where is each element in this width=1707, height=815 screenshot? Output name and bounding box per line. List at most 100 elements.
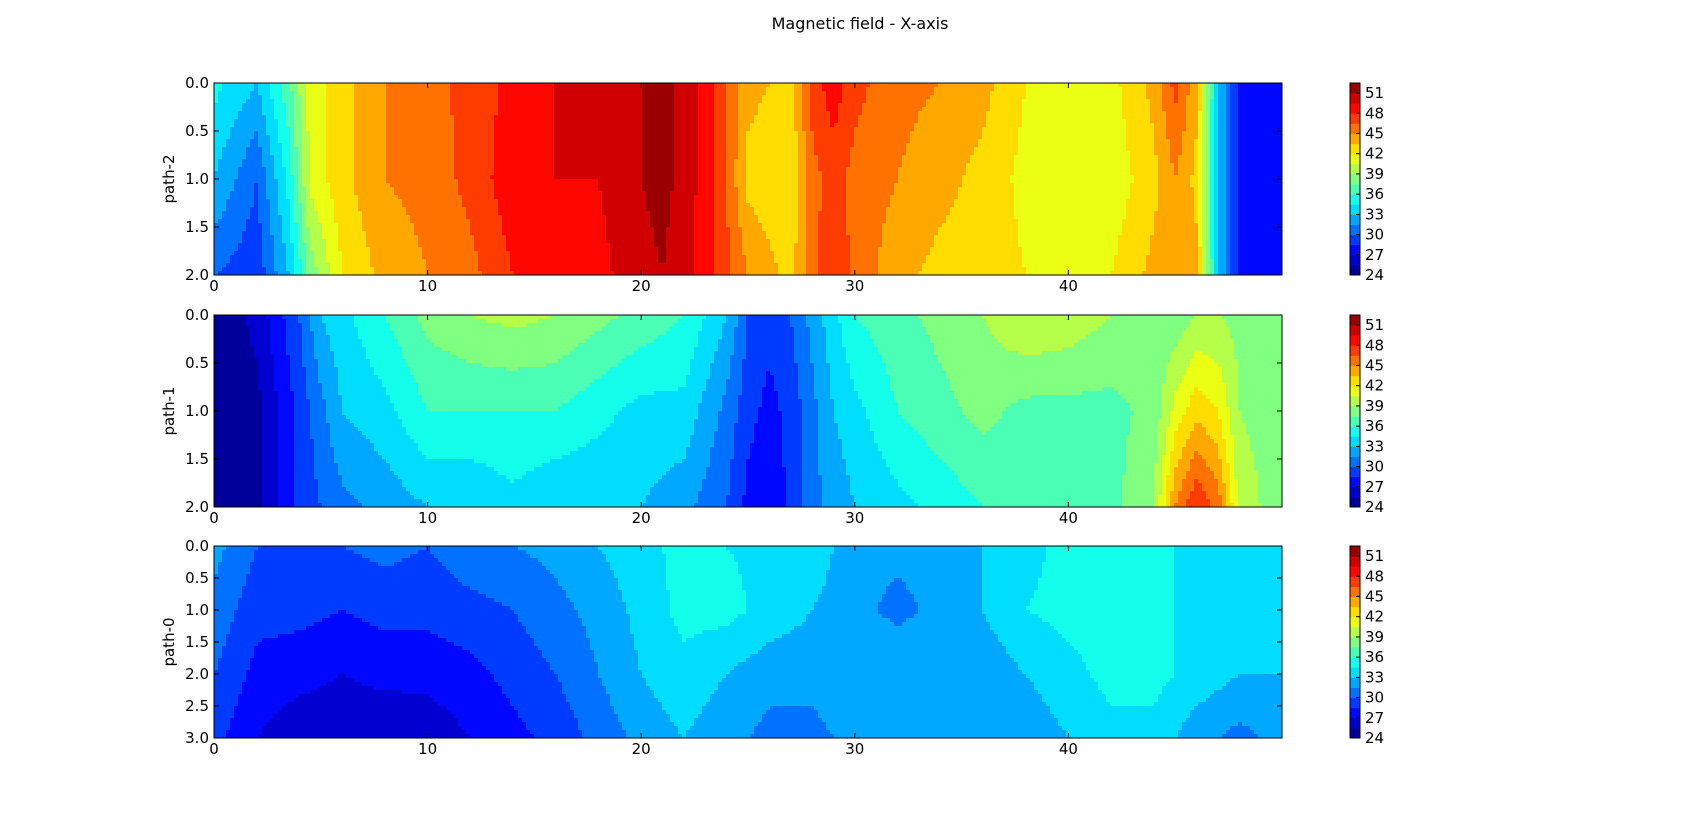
- heatmap-cell: [974, 87, 979, 92]
- heatmap-cell: [1010, 119, 1015, 124]
- heatmap-cell: [494, 99, 499, 104]
- heatmap-cell: [766, 127, 771, 132]
- heatmap-cell: [798, 115, 803, 120]
- heatmap-cell: [838, 123, 843, 128]
- heatmap-cell: [982, 99, 987, 104]
- heatmap-cell: [534, 91, 539, 96]
- heatmap-cell: [1242, 115, 1247, 120]
- heatmap-cell: [742, 139, 747, 144]
- heatmap-cell: [542, 143, 547, 148]
- heatmap-cell: [1182, 131, 1187, 136]
- heatmap-cell: [1078, 99, 1083, 104]
- heatmap-cell: [1070, 99, 1075, 104]
- heatmap-cell: [442, 151, 447, 156]
- heatmap-cell: [954, 115, 959, 120]
- heatmap-cell: [334, 99, 339, 104]
- heatmap-cell: [1254, 83, 1259, 88]
- heatmap-cell: [1138, 95, 1143, 100]
- heatmap-cell: [758, 111, 763, 116]
- heatmap-cell: [798, 135, 803, 140]
- heatmap-cell: [382, 135, 387, 140]
- heatmap-cell: [1250, 135, 1255, 140]
- heatmap-cell: [214, 127, 219, 132]
- heatmap-cell: [1110, 127, 1115, 132]
- heatmap-cell: [854, 139, 859, 144]
- heatmap-cell: [366, 103, 371, 108]
- heatmap-cell: [1182, 87, 1187, 92]
- heatmap-cell: [986, 135, 991, 140]
- heatmap-cell: [1122, 107, 1127, 112]
- heatmap-cell: [922, 91, 927, 96]
- heatmap-cell: [242, 127, 247, 132]
- heatmap-cell: [1054, 83, 1059, 88]
- heatmap-cell: [518, 111, 523, 116]
- heatmap-cell: [602, 127, 607, 132]
- heatmap-cell: [358, 115, 363, 120]
- heatmap-cell: [298, 143, 303, 148]
- heatmap-cell: [1042, 123, 1047, 128]
- heatmap-cell: [574, 147, 579, 152]
- heatmap-cell: [278, 103, 283, 108]
- heatmap-cell: [882, 131, 887, 136]
- heatmap-cell: [326, 155, 331, 160]
- heatmap-cell: [1122, 135, 1127, 140]
- heatmap-cell: [754, 103, 759, 108]
- heatmap-cell: [662, 139, 667, 144]
- heatmap-cell: [1242, 111, 1247, 116]
- heatmap-cell: [462, 123, 467, 128]
- heatmap-cell: [902, 127, 907, 132]
- heatmap-cell: [346, 151, 351, 156]
- heatmap-cell: [470, 143, 475, 148]
- heatmap-cell: [754, 91, 759, 96]
- heatmap-cell: [1146, 103, 1151, 108]
- heatmap-cell: [1130, 127, 1135, 132]
- heatmap-cell: [814, 115, 819, 120]
- heatmap-cell: [738, 111, 743, 116]
- heatmap-cell: [770, 127, 775, 132]
- heatmap-cell: [450, 155, 455, 160]
- heatmap-cell: [218, 119, 223, 124]
- heatmap-cell: [722, 155, 727, 160]
- heatmap-cell: [734, 135, 739, 140]
- heatmap-cell: [858, 95, 863, 100]
- heatmap-cell: [1142, 151, 1147, 156]
- heatmap-cell: [730, 127, 735, 132]
- heatmap-cell: [630, 151, 635, 156]
- heatmap-cell: [1250, 147, 1255, 152]
- heatmap-cell: [430, 151, 435, 156]
- heatmap-cell: [778, 135, 783, 140]
- heatmap-cell: [1270, 111, 1275, 116]
- heatmap-cell: [878, 123, 883, 128]
- heatmap-cell: [426, 99, 431, 104]
- heatmap-cell: [410, 103, 415, 108]
- heatmap-cell: [290, 139, 295, 144]
- heatmap-cell: [310, 123, 315, 128]
- heatmap-cell: [302, 103, 307, 108]
- heatmap-cell: [1030, 107, 1035, 112]
- heatmap-cell: [1098, 139, 1103, 144]
- heatmap-cell: [678, 111, 683, 116]
- heatmap-cell: [258, 119, 263, 124]
- heatmap-cell: [1010, 83, 1015, 88]
- heatmap-cell: [998, 87, 1003, 92]
- heatmap-cell: [454, 143, 459, 148]
- heatmap-cell: [386, 87, 391, 92]
- heatmap-cell: [686, 83, 691, 88]
- heatmap-cell: [578, 103, 583, 108]
- heatmap-cell: [758, 119, 763, 124]
- heatmap-cell: [686, 143, 691, 148]
- heatmap-cell: [438, 83, 443, 88]
- heatmap-cell: [826, 147, 831, 152]
- heatmap-cell: [494, 147, 499, 152]
- heatmap-cell: [454, 135, 459, 140]
- heatmap-cell: [562, 127, 567, 132]
- heatmap-cell: [854, 87, 859, 92]
- heatmap-cell: [534, 107, 539, 112]
- heatmap-cell: [1226, 95, 1231, 100]
- heatmap-cell: [614, 135, 619, 140]
- heatmap-cell: [466, 155, 471, 160]
- heatmap-cell: [246, 143, 251, 148]
- heatmap-cell: [514, 147, 519, 152]
- heatmap-cell: [438, 115, 443, 120]
- heatmap-cell: [1174, 91, 1179, 96]
